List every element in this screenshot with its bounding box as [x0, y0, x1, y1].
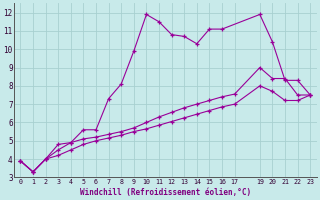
- X-axis label: Windchill (Refroidissement éolien,°C): Windchill (Refroidissement éolien,°C): [80, 188, 251, 197]
